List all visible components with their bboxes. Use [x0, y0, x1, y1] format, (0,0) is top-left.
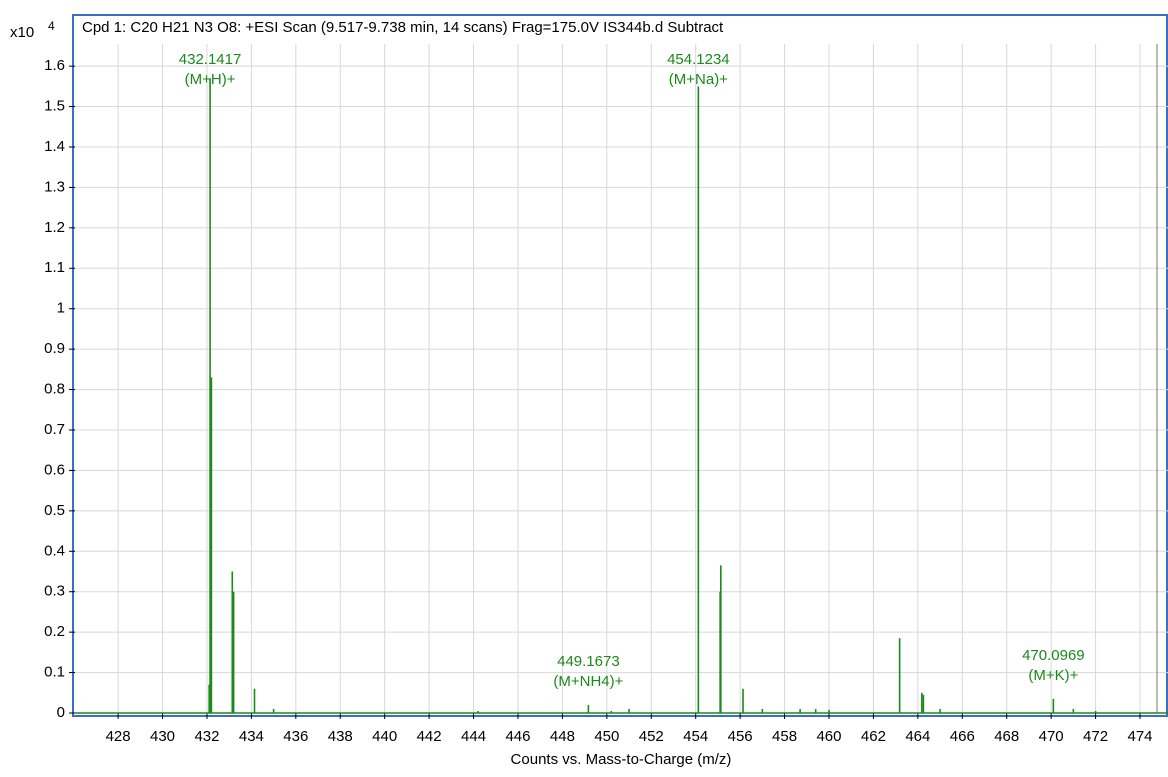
y-tick-label: 0.1 [44, 664, 65, 681]
x-tick-label: 450 [594, 728, 619, 745]
y-tick-label: 1 [57, 300, 65, 317]
y-tick-label: 1.6 [44, 57, 65, 74]
adduct-label: (M+K)+ [1028, 667, 1078, 684]
peak-label: 470.0969 [1022, 647, 1085, 664]
y-tick-label: 1.3 [44, 178, 65, 195]
x-tick-label: 428 [106, 728, 131, 745]
y-tick-label: 0.4 [44, 542, 65, 559]
x-tick-label: 448 [550, 728, 575, 745]
x-tick-label: 466 [950, 728, 975, 745]
x-tick-label: 472 [1083, 728, 1108, 745]
plot-frame [72, 14, 1168, 717]
peak-label: 449.1673 [557, 653, 620, 670]
x-tick-label: 436 [283, 728, 308, 745]
peak-label: 454.1234 [667, 51, 730, 68]
adduct-label: (M+NH4)+ [553, 673, 623, 690]
x-tick-label: 434 [239, 728, 264, 745]
peak-label: 432.1417 [179, 51, 242, 68]
x-tick-label: 458 [772, 728, 797, 745]
x-tick-label: 430 [150, 728, 175, 745]
y-tick-label: 0.9 [44, 340, 65, 357]
y-exponent: 4 [48, 19, 55, 33]
x-tick-label: 454 [683, 728, 708, 745]
y-tick-label: 0.3 [44, 583, 65, 600]
x-tick-label: 468 [994, 728, 1019, 745]
x-tick-label: 464 [905, 728, 930, 745]
y-tick-label: 1.4 [44, 138, 65, 155]
y-tick-label: 1.5 [44, 98, 65, 115]
adduct-label: (M+Na)+ [669, 71, 728, 88]
x-tick-label: 432 [194, 728, 219, 745]
y-tick-label: 0.5 [44, 502, 65, 519]
x-tick-label: 456 [728, 728, 753, 745]
y-tick-label: 0.2 [44, 623, 65, 640]
y-tick-label: 1.1 [44, 259, 65, 276]
y-multiplier: x10 [10, 24, 34, 41]
x-tick-label: 446 [505, 728, 530, 745]
y-tick-label: 0.6 [44, 461, 65, 478]
x-tick-label: 438 [328, 728, 353, 745]
x-tick-label: 470 [1039, 728, 1064, 745]
x-axis-label: Counts vs. Mass-to-Charge (m/z) [511, 751, 732, 768]
chart-title: Cpd 1: C20 H21 N3 O8: +ESI Scan (9.517-9… [82, 19, 724, 36]
y-tick-label: 0 [57, 704, 65, 721]
x-tick-label: 444 [461, 728, 486, 745]
y-tick-label: 0.7 [44, 421, 65, 438]
adduct-label: (M+H)+ [185, 71, 236, 88]
y-tick-label: 0.8 [44, 381, 65, 398]
x-tick-label: 440 [372, 728, 397, 745]
x-tick-label: 452 [639, 728, 664, 745]
x-tick-label: 474 [1127, 728, 1152, 745]
y-tick-label: 1.2 [44, 219, 65, 236]
x-tick-label: 460 [816, 728, 841, 745]
x-tick-label: 442 [417, 728, 442, 745]
x-tick-label: 462 [861, 728, 886, 745]
